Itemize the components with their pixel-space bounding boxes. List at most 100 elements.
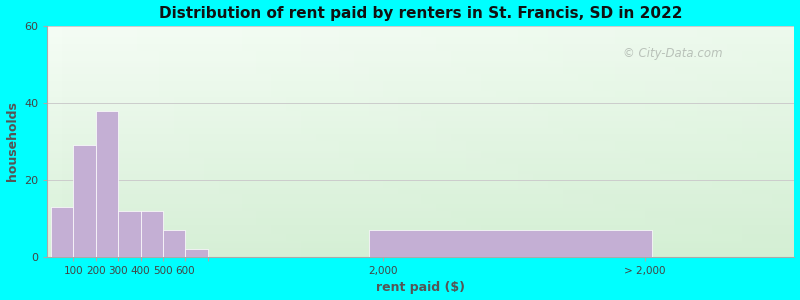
Bar [47,155,794,158]
Bar [47,107,794,109]
Bar [47,151,794,153]
Bar [47,88,794,91]
Bar [47,38,794,40]
Bar [600,26,608,257]
Bar [47,26,54,257]
Bar [47,153,794,155]
Bar [622,26,630,257]
Bar [47,171,794,174]
Bar [47,91,794,93]
Bar [47,234,794,236]
Bar [47,47,794,49]
X-axis label: rent paid ($): rent paid ($) [376,281,466,294]
Bar [234,26,242,257]
Bar [264,26,271,257]
Bar [47,178,794,181]
Bar [682,26,690,257]
Bar [47,190,794,192]
Bar [47,241,794,243]
Bar [174,26,182,257]
Bar [47,51,794,54]
Bar [107,26,114,257]
Bar [47,169,794,171]
Bar [70,26,77,257]
Bar [74,145,96,257]
Bar [47,77,794,79]
Bar [47,63,794,65]
Bar [47,109,794,111]
Bar [331,26,338,257]
Bar [510,26,518,257]
Bar [62,26,70,257]
Bar [586,26,593,257]
Bar [450,26,458,257]
Bar [466,26,473,257]
Bar [47,58,794,61]
Bar [526,26,533,257]
Bar [47,72,794,74]
Bar [137,26,144,257]
Bar [727,26,734,257]
Bar [481,26,488,257]
Bar [563,26,570,257]
Bar [47,248,794,250]
Bar [742,26,750,257]
Bar [186,249,208,257]
Bar [47,183,794,185]
Bar [302,26,309,257]
Bar [47,220,794,222]
Bar [47,218,794,220]
Bar [47,185,794,188]
Bar [47,125,794,128]
Bar [47,252,794,255]
Bar [212,26,219,257]
Bar [473,26,481,257]
Bar [130,26,137,257]
Bar [99,26,107,257]
Bar [47,35,794,38]
Bar [47,229,794,232]
Bar [163,230,186,257]
Bar [47,28,794,31]
Bar [518,26,526,257]
Bar [47,176,794,178]
Bar [47,188,794,190]
Bar [354,26,361,257]
Bar [47,84,794,86]
Bar [660,26,667,257]
Bar [47,42,794,44]
Bar [667,26,675,257]
Bar [47,56,794,58]
Bar [47,236,794,239]
Bar [47,162,794,164]
Bar [414,26,421,257]
Bar [47,238,794,241]
Bar [690,26,698,257]
Bar [122,26,130,257]
Bar [226,26,234,257]
Bar [77,26,85,257]
Bar [346,26,354,257]
Bar [152,26,159,257]
Bar [443,26,450,257]
Bar [219,26,226,257]
Bar [757,26,765,257]
Bar [653,26,660,257]
Bar [54,26,62,257]
Bar [47,194,794,197]
Bar [376,26,383,257]
Bar [47,227,794,229]
Bar [47,102,794,104]
Bar [167,26,174,257]
Bar [47,211,794,213]
Bar [47,130,794,132]
Bar [47,128,794,130]
Bar [47,132,794,134]
Bar [47,243,794,245]
Bar [96,111,118,257]
Bar [47,255,794,257]
Bar [47,123,794,125]
Y-axis label: households: households [6,101,18,181]
Bar [555,26,563,257]
Bar [279,26,286,257]
